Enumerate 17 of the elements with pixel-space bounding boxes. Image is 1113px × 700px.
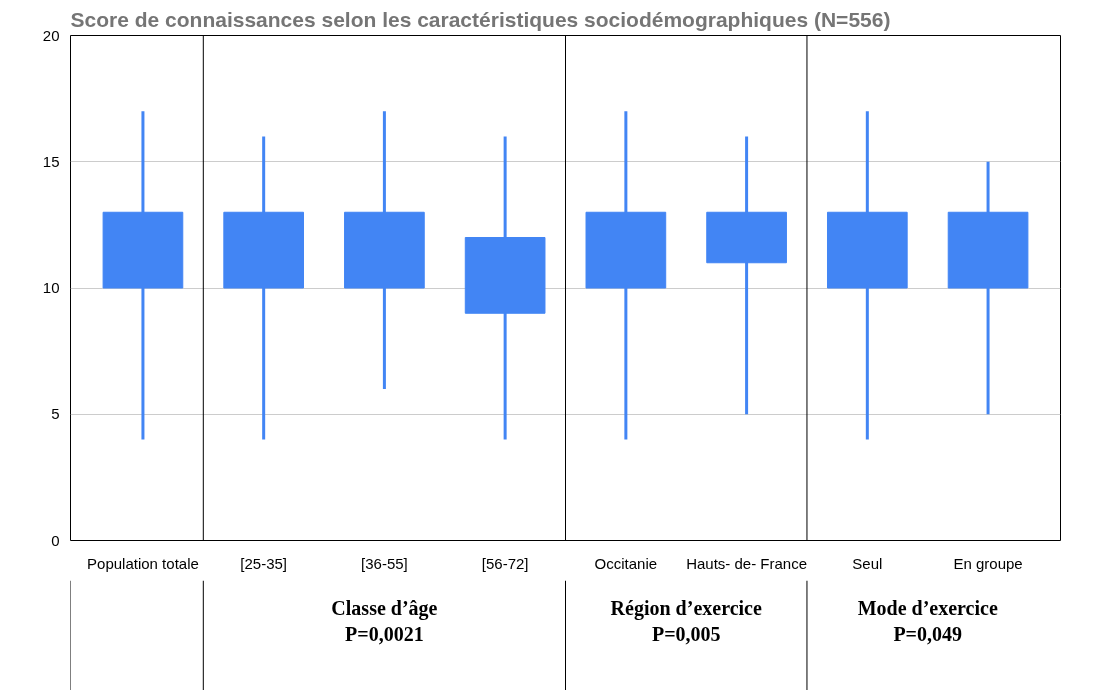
text: Région d’exercice P=0,005 <box>610 597 762 646</box>
text: Classe d’âge P=0,0021 <box>331 597 438 646</box>
y-tick-label: 0 <box>51 531 60 549</box>
x-tick-label: Population totale <box>87 554 199 572</box>
x-tick-label: Occitanie <box>594 554 658 572</box>
text: Mode d’exercice P=0,049 <box>857 597 998 646</box>
x-tick-label: Hauts- de- France <box>686 554 808 572</box>
y-tick-label: 20 <box>42 26 60 44</box>
y-tick-label: 5 <box>51 405 60 423</box>
x-tick-label: [36-55] <box>361 554 408 572</box>
x-tick-label: [25-35] <box>240 554 288 572</box>
chart-title: Score de connaissances selon les caractéristiques sociodémographiques (N=556) <box>70 7 891 31</box>
y-tick-label: 10 <box>42 279 60 296</box>
x-tick-label: [56-72] <box>481 554 529 572</box>
x-tick-label: Seul <box>852 554 883 572</box>
y-tick-label: 15 <box>42 152 60 170</box>
x-tick-label: En groupe <box>953 554 1023 572</box>
